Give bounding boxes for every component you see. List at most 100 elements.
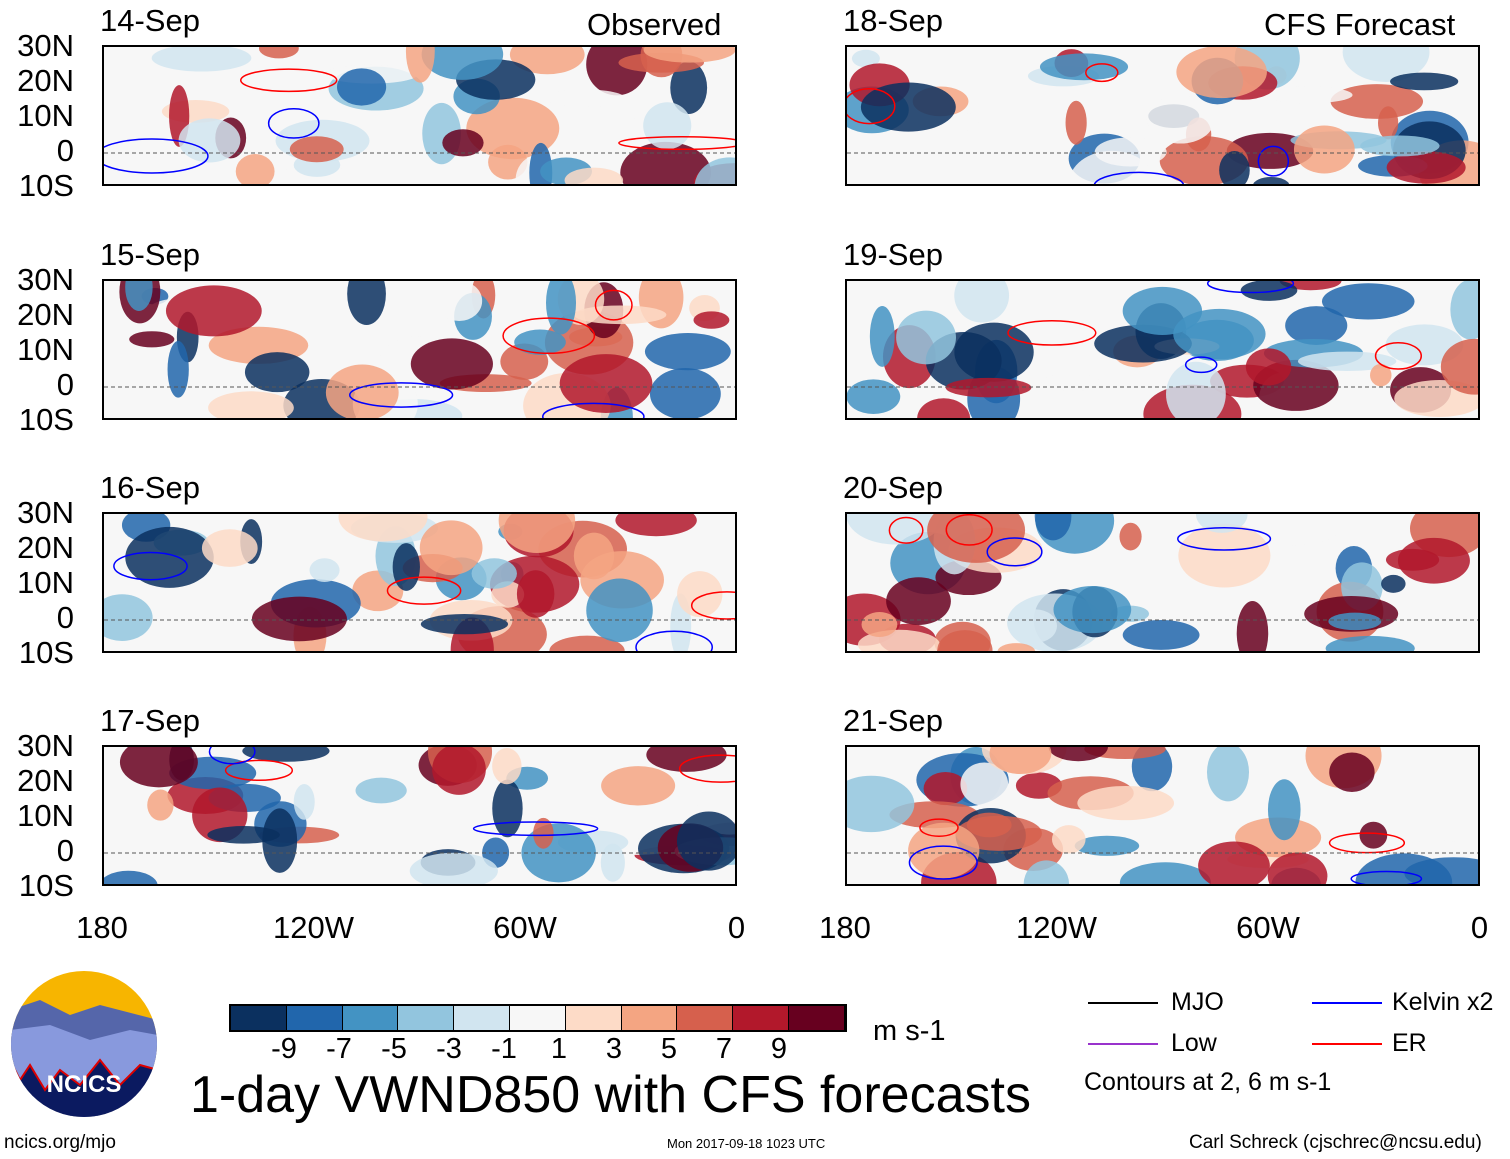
y-tick-label: 0 (56, 367, 74, 402)
wind-anomaly-cell (677, 571, 723, 618)
wind-anomaly-cell (1330, 84, 1424, 119)
contour (986, 537, 1043, 567)
wind-anomaly-cell (861, 611, 898, 637)
wind-anomaly-cell (694, 157, 735, 184)
legend-mjo-line (1088, 1002, 1158, 1004)
colorbar-swatch (231, 1006, 287, 1030)
wind-anomaly-cell (1359, 821, 1388, 849)
y-tick-label: 10N (17, 565, 74, 600)
contour (635, 630, 713, 651)
wind-anomaly-cell (1450, 281, 1478, 340)
contour (1374, 341, 1423, 370)
wind-anomaly-cell (1122, 619, 1200, 650)
footer-url[interactable]: ncics.org/mjo (4, 1132, 116, 1153)
wind-anomaly-cell (492, 747, 522, 785)
wind-anomaly-cell (104, 594, 153, 641)
y-tick-label: 20N (17, 297, 74, 332)
panel-date: 20-Sep (843, 470, 943, 505)
contour (239, 68, 338, 93)
contour (847, 87, 896, 125)
wind-anomaly-cell (559, 354, 653, 413)
wind-anomaly-cell (693, 311, 730, 329)
wind-anomaly-cell (1440, 338, 1478, 395)
wind-anomaly-cell (1245, 348, 1292, 386)
wind-anomaly-cell (643, 47, 735, 63)
colorbar-swatch (286, 1006, 343, 1030)
wind-anomaly-cell (442, 129, 484, 157)
colorbar-swatch (509, 1006, 566, 1030)
colorbar-tick-label: -7 (326, 1033, 352, 1065)
wind-anomaly-cell (309, 558, 340, 583)
contour (1177, 527, 1272, 551)
contour (113, 551, 188, 581)
contour (678, 754, 735, 783)
wind-anomaly-cell (886, 577, 951, 625)
wind-anomaly-cell (1053, 586, 1132, 634)
wind-anomaly-cell (1321, 283, 1415, 320)
wind-anomaly-cell (1178, 523, 1271, 588)
wind-anomaly-cell (147, 789, 174, 821)
wind-anomaly-cell (966, 812, 1012, 838)
colorbar-tick-label: 5 (660, 1033, 678, 1065)
wind-anomaly-cell (514, 329, 566, 355)
wind-anomaly-cell (1404, 857, 1478, 884)
wind-anomaly-cell (533, 817, 554, 849)
wind-anomaly-cell (1267, 779, 1301, 841)
wind-anomaly-cell (421, 47, 504, 80)
footer-author: Carl Schreck (cjschrec@ncsu.edu) (1189, 1132, 1482, 1153)
contour (618, 135, 735, 151)
contour (888, 516, 924, 544)
wind-anomaly-cell (262, 808, 298, 873)
colorbar-swatch (788, 1006, 845, 1030)
wind-anomaly-cell (1041, 374, 1101, 391)
y-tick-label: 20N (17, 763, 74, 798)
wind-anomaly-cell (419, 520, 483, 576)
wind-anomaly-cell (420, 613, 509, 635)
wind-anomaly-cell (1264, 86, 1353, 104)
y-tick-label: 10S (18, 635, 74, 670)
wind-anomaly-cell (1219, 151, 1250, 184)
colorbar-swatch (342, 1006, 399, 1030)
wind-anomaly-cell (355, 777, 407, 804)
wind-anomaly-cell (516, 570, 555, 618)
colorbar-swatch (565, 1006, 622, 1030)
wind-anomaly-cell (1065, 100, 1087, 145)
panel-date: 21-Sep (843, 703, 943, 738)
wind-anomaly-cell (1173, 308, 1266, 360)
colorbar-tick-label: 3 (605, 1033, 623, 1065)
y-tick-label: 10N (17, 98, 74, 133)
legend-er-label: ER (1392, 1029, 1427, 1057)
wind-anomaly-cell (670, 61, 708, 115)
colorbar-tick-label: 9 (770, 1033, 788, 1065)
x-tick-label: 60W (1236, 910, 1300, 945)
colorbar-swatch (677, 1006, 734, 1030)
y-tick-label: 10N (17, 332, 74, 367)
wind-anomaly-cell (178, 118, 241, 163)
wind-anomaly-cell (586, 47, 648, 96)
contour (908, 845, 978, 880)
panel-date: 19-Sep (843, 237, 943, 272)
wind-anomaly-cell (950, 113, 979, 131)
wind-anomaly-cell (644, 332, 731, 371)
colorbar-swatch (454, 1006, 510, 1030)
wind-anomaly-cell (1077, 785, 1175, 821)
wind-anomaly-cell (338, 514, 428, 542)
contour (208, 747, 256, 765)
wind-anomaly-cell (860, 82, 956, 132)
wind-anomaly-cell (466, 97, 560, 160)
wind-anomaly-cell (208, 391, 294, 418)
wind-anomaly-cell (242, 747, 330, 762)
map-panel-14-Sep (102, 45, 737, 186)
contour (386, 576, 462, 605)
wind-anomaly-cell (289, 136, 344, 163)
wind-anomaly-cell (600, 843, 625, 882)
map-panel-17-Sep (102, 745, 737, 886)
colorbar-swatch (733, 1006, 789, 1030)
wind-anomaly-cell (1023, 860, 1070, 884)
wind-anomaly-cell (1206, 747, 1250, 802)
map-panel-21-Sep (845, 745, 1480, 886)
wind-anomaly-cell (851, 49, 880, 68)
legend-low-label: Low (1171, 1029, 1217, 1057)
x-tick-label: 180 (819, 910, 871, 945)
contour (1206, 281, 1295, 294)
